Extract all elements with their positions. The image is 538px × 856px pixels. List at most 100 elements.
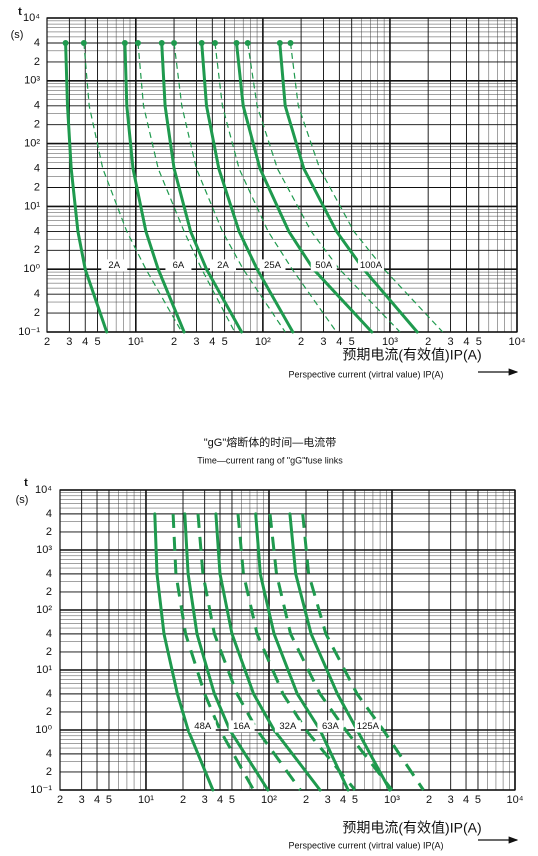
x-tick-label: 2 [180,794,186,806]
y-tick-label: 10⁰ [23,263,40,275]
x-tick-label: 3 [79,794,85,806]
x-tick-label: 3 [447,336,453,348]
x-tick-label: 10¹ [128,336,144,348]
y-tick-label: 4 [46,508,52,520]
x-tick-label: 10⁴ [509,336,526,348]
curve-start-dot [198,39,205,46]
label-bg [259,259,286,272]
x-axis-label-en: Perspective current (virtral value) IP(A… [288,840,443,850]
label-bg [101,259,128,272]
x-tick-label: 2 [425,336,431,348]
chart-subtitle: Time—current rang of "gG"fuse links [197,455,343,465]
x-tick-label: 4 [463,336,469,348]
x-axis-label: 预期电流(有效值)IP(A) [342,820,481,836]
plot-frame [59,489,516,791]
label-bg [165,259,192,272]
label-bg [357,259,384,272]
label-bg [228,720,255,733]
series-label: 63A [322,721,340,732]
curve-max [137,42,236,333]
y-tick-label: 2 [34,244,40,256]
series-label: 50A [315,260,333,271]
x-tick-label: 4 [336,336,342,348]
curve-start-dot [62,39,69,46]
curve-min [254,512,350,792]
x-tick-label: 10² [255,336,271,348]
y-tick-label: 2 [46,766,52,778]
curve-max [289,42,444,333]
label-bg [274,720,301,733]
x-tick-label: 3 [66,336,72,348]
y-tick-label: 10² [36,604,52,616]
x-tick-label: 5 [95,336,101,348]
label-bg [317,720,344,733]
y-tick-label: 4 [34,162,40,174]
x-tick-label: 5 [349,336,355,348]
y-tick-label: 10³ [24,75,40,87]
x-axis-label-en: Perspective current (virtral value) IP(A… [288,369,443,379]
curve-min [278,41,419,334]
curve-start-dot [244,39,251,46]
label-bg [310,259,337,272]
x-tick-label: 4 [209,336,215,348]
x-tick-label: 10³ [382,336,398,348]
x-tick-label: 3 [202,794,208,806]
y-tick-label: 10⁴ [35,484,52,496]
y-tick-label: 4 [46,688,52,700]
x-tick-label: 4 [94,794,100,806]
x-tick-label: 5 [475,794,481,806]
x-tick-label: 10⁴ [507,794,524,806]
curve-min [288,512,392,792]
curve-max [214,42,337,333]
y-tick-label: 4 [46,748,52,760]
series-label: 6A [173,260,185,271]
curve-start-dot [158,39,165,46]
curve-min [153,512,215,792]
curve-start-dot [80,39,87,46]
x-axis-label: 预期电流(有效值)IP(A) [342,347,481,363]
x-tick-label: 2 [57,794,63,806]
y-axis-label: t [24,477,28,489]
x-tick-label: 5 [352,794,358,806]
x-tick-label: 2 [426,794,432,806]
x-tick-label: 5 [476,336,482,348]
x-tick-label: 10³ [384,794,400,806]
x-tick-label: 2 [44,336,50,348]
y-tick-label: 10⁰ [35,724,52,736]
x-tick-label: 5 [106,794,112,806]
y-axis-label: t [18,6,22,18]
y-tick-label: 4 [46,628,52,640]
curve-start-dot [287,39,294,46]
x-tick-label: 5 [222,336,228,348]
y-tick-label: 10⁴ [23,12,40,24]
y-tick-label: 2 [46,646,52,658]
x-tick-label: 3 [325,794,331,806]
x-tick-label: 2 [298,336,304,348]
curve-min [160,41,244,334]
y-tick-label: 4 [46,568,52,580]
curve-start-dot [276,39,283,46]
y-tick-label: 2 [46,586,52,598]
x-tick-label: 3 [193,336,199,348]
y-tick-label: 10² [24,138,40,150]
series-label: 125A [357,721,380,732]
y-tick-label: 4 [34,37,40,49]
y-tick-label: 2 [34,56,40,68]
curve-start-dot [212,39,219,46]
y-tick-label: 2 [34,307,40,319]
curve-min [235,41,374,334]
curve-max [236,513,357,791]
y-axis-unit: (s) [11,29,24,41]
curve-max [268,513,394,791]
y-tick-label: 10⁻¹ [30,784,52,796]
x-tick-label: 5 [229,794,235,806]
series-label: 2A [108,260,120,271]
chart-title: "gG"熔断体的时间—电流带 [204,435,336,449]
x-tick-label: 2 [171,336,177,348]
x-tick-label: 4 [340,794,346,806]
series-label: 100A [360,260,383,271]
y-tick-label: 10¹ [36,664,52,676]
curve-start-dot [233,39,240,46]
x-tick-label: 10¹ [138,794,154,806]
